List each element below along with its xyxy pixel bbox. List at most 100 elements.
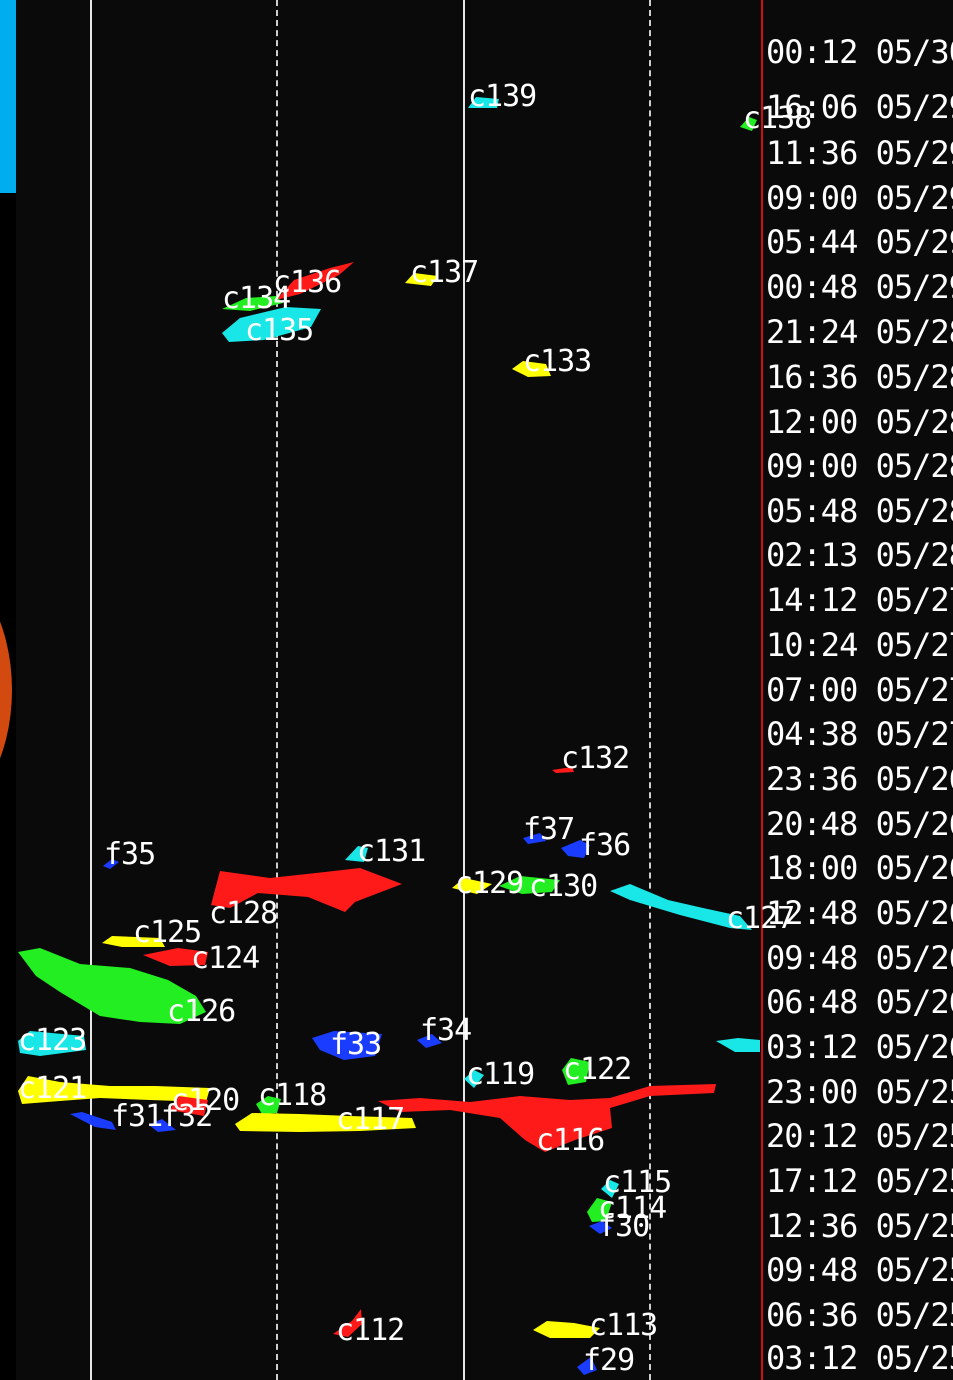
track-c139: [468, 97, 499, 108]
feature-label-c122: c122: [563, 1052, 632, 1087]
time-label: 02:13 05/28: [766, 536, 953, 574]
feature-label-c137: c137: [410, 255, 479, 290]
track-c119: [464, 1070, 484, 1088]
track-c132: [552, 767, 574, 773]
time-label: 12:36 05/25: [766, 1207, 953, 1245]
time-label: 00:48 05/29: [766, 268, 953, 306]
track-c112: [333, 1309, 362, 1337]
time-label: 20:12 05/25: [766, 1117, 953, 1155]
track-c126: [18, 948, 206, 1024]
grid-line: [463, 0, 465, 1380]
feature-label-f29: f29: [583, 1343, 635, 1378]
track-f30: [589, 1221, 612, 1234]
feature-label-c129: c129: [455, 866, 524, 901]
track-c131: [345, 846, 368, 862]
feature-label-c117: c117: [336, 1102, 405, 1137]
time-label: 09:48 05/26: [766, 939, 953, 977]
time-label: 03:12 05/26: [766, 1028, 953, 1066]
track-c134: [222, 296, 283, 311]
feature-label-c131: c131: [357, 834, 426, 869]
track-c127: [610, 884, 752, 930]
time-axis-separator: [761, 0, 763, 1380]
feature-label-c116: c116: [536, 1123, 605, 1158]
feature-label-c120: c120: [171, 1083, 240, 1118]
track-c129: [452, 878, 492, 894]
time-label: 09:00 05/28: [766, 447, 953, 485]
track-f31: [70, 1112, 116, 1130]
time-label: 10:24 05/27: [766, 626, 953, 664]
track-f32: [149, 1119, 176, 1132]
time-label: 06:36 05/25: [766, 1296, 953, 1334]
feature-label-c130: c130: [529, 869, 598, 904]
time-label: 23:36 05/26: [766, 760, 953, 798]
feature-label-c136: c136: [273, 265, 342, 300]
track-f35: [103, 859, 119, 869]
track-c128: [211, 868, 402, 912]
track-c133: [512, 361, 551, 377]
time-label: 17:12 05/25: [766, 1162, 953, 1200]
feature-label-f33: f33: [330, 1027, 382, 1062]
track-f33: [312, 1031, 382, 1060]
feature-label-c121: c121: [18, 1071, 87, 1106]
time-label: 21:24 05/28: [766, 313, 953, 351]
track-c121: [18, 1076, 210, 1104]
globe-limb-sliver: [0, 621, 12, 759]
feature-label-f36: f36: [579, 828, 631, 863]
track-f37: [523, 833, 546, 844]
track-c137: [405, 273, 438, 286]
track-c123: [18, 1031, 86, 1056]
track-c125: [102, 936, 165, 947]
time-label: 04:38 05/27: [766, 715, 953, 753]
track-c117: [235, 1113, 416, 1132]
feature-label-c118: c118: [258, 1078, 327, 1113]
time-label: 14:12 05/27: [766, 581, 953, 619]
feature-label-c135: c135: [245, 313, 314, 348]
feature-label-c132: c132: [561, 741, 630, 776]
feature-label-c125: c125: [133, 915, 202, 950]
feature-label-c126: c126: [167, 994, 236, 1029]
track-c118: [256, 1096, 281, 1114]
feature-label-f31: f31: [111, 1099, 163, 1134]
track-c116: [378, 1084, 716, 1152]
left-edge-panel: [0, 193, 16, 1380]
feature-label-c114: c114: [598, 1191, 667, 1226]
track-f36: [561, 840, 590, 858]
time-label: 07:00 05/27: [766, 671, 953, 709]
track-c120: [170, 1096, 208, 1116]
time-label: 20:48 05/26: [766, 805, 953, 843]
track-c122: [562, 1058, 590, 1085]
track-c130: [499, 876, 560, 894]
feature-label-c139: c139: [468, 79, 537, 114]
feature-label-c113: c113: [589, 1308, 658, 1343]
grid-line: [90, 0, 92, 1380]
feature-label-f34: f34: [420, 1013, 472, 1048]
time-label: 05:48 05/28: [766, 492, 953, 530]
feature-label-f30: f30: [598, 1209, 650, 1244]
time-label: 06:48 05/26: [766, 983, 953, 1021]
time-label: 12:48 05/26: [766, 894, 953, 932]
track-c138: [740, 117, 757, 131]
time-label: 05:44 05/29: [766, 223, 953, 261]
feature-label-c112: c112: [336, 1313, 405, 1348]
track-f34: [417, 1034, 442, 1048]
track-f29: [577, 1357, 597, 1375]
feature-label-c124: c124: [191, 941, 260, 976]
track-cyan-edge: [716, 1038, 760, 1052]
time-label: 11:36 05/29: [766, 134, 953, 172]
feature-label-c123: c123: [18, 1023, 87, 1058]
feature-label-f37: f37: [523, 812, 575, 847]
grid-line-dashed: [649, 0, 651, 1380]
feature-label-f32: f32: [161, 1099, 213, 1134]
track-c136: [276, 262, 354, 300]
feature-label-c115: c115: [603, 1165, 672, 1200]
feature-label-c128: c128: [209, 896, 278, 931]
feature-label-c134: c134: [222, 281, 291, 316]
feature-label-c138: c138: [743, 101, 812, 136]
feature-label-c133: c133: [523, 344, 592, 379]
track-c114: [587, 1198, 612, 1222]
time-label: 18:00 05/26: [766, 849, 953, 887]
feature-label-c127: c127: [726, 901, 795, 936]
time-label: 09:48 05/25: [766, 1251, 953, 1289]
